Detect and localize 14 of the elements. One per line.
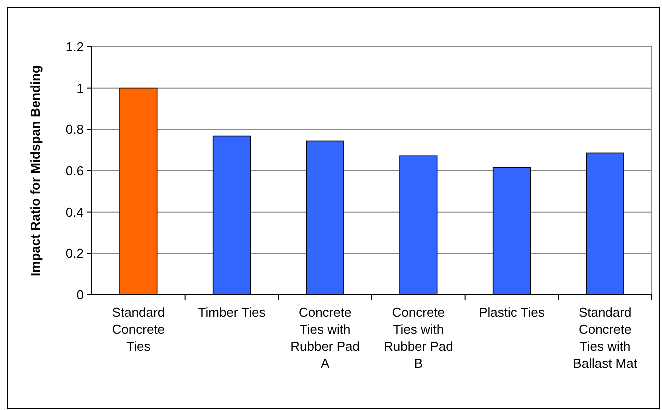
x-tick-label: Concrete Ties with Rubber Pad B — [384, 305, 454, 371]
x-tick-label: Plastic Ties — [479, 305, 546, 320]
x-tick-label: Timber Ties — [198, 305, 266, 320]
y-tick-label: 0.2 — [66, 246, 84, 262]
y-tick-label: 0.8 — [66, 122, 84, 138]
y-axis-title: Impact Ratio for Midspan Bending — [28, 66, 43, 276]
y-tick-label: 0 — [76, 288, 84, 303]
y-tick-label: 0.4 — [66, 204, 84, 220]
x-tick-label: Concrete Ties with Rubber Pad A — [290, 305, 360, 371]
y-tick-label: 1.2 — [66, 40, 84, 55]
x-tick-label: Standard Concrete Ties with Ballast Mat — [573, 305, 638, 371]
y-tick-label: 1 — [76, 80, 84, 96]
x-tick-label: Standard Concrete Ties — [112, 305, 166, 354]
y-tick-label: 0.6 — [66, 164, 84, 179]
